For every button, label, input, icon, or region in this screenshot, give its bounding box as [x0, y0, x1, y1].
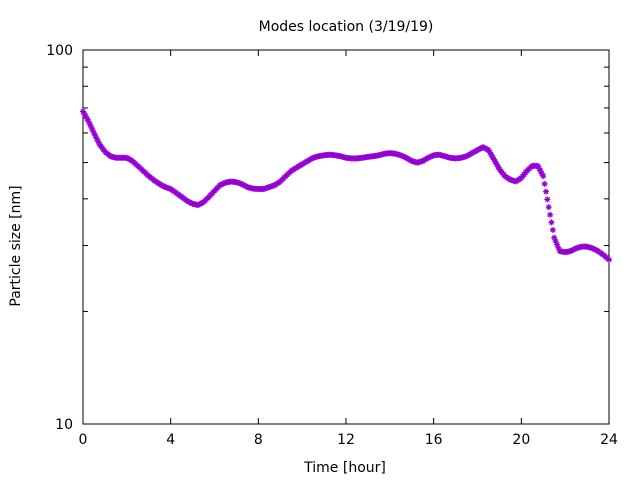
plot-border — [82, 49, 610, 425]
x-axis-label: Time [hour] — [303, 460, 386, 476]
axis-tick-labels: 0 4 8 12 16 20 24 10 100 — [46, 43, 618, 448]
x-tick-label: 12 — [337, 432, 355, 448]
axis-ticks — [82, 49, 610, 425]
data-point — [542, 188, 549, 195]
data-point — [547, 211, 554, 218]
data-series — [80, 108, 612, 263]
x-tick-label: 0 — [79, 432, 88, 448]
x-tick-label: 20 — [512, 432, 530, 448]
data-point — [545, 204, 552, 211]
data-point — [541, 180, 548, 187]
x-tick-label: 24 — [600, 432, 618, 448]
y-tick-label: 100 — [46, 43, 73, 59]
data-point — [544, 196, 551, 203]
y-axis-label: Particle size [nm] — [8, 185, 24, 306]
chart-title: Modes location (3/19/19) — [259, 19, 434, 35]
y-tick-label: 10 — [55, 417, 73, 433]
data-point — [549, 227, 556, 234]
x-tick-label: 8 — [254, 432, 263, 448]
data-point — [492, 158, 499, 165]
x-tick-label: 16 — [425, 432, 443, 448]
data-point — [540, 173, 547, 180]
data-point — [606, 256, 612, 263]
x-tick-label: 4 — [166, 432, 175, 448]
plot-frame — [82, 49, 610, 425]
data-point — [495, 163, 502, 170]
data-point — [548, 219, 555, 226]
